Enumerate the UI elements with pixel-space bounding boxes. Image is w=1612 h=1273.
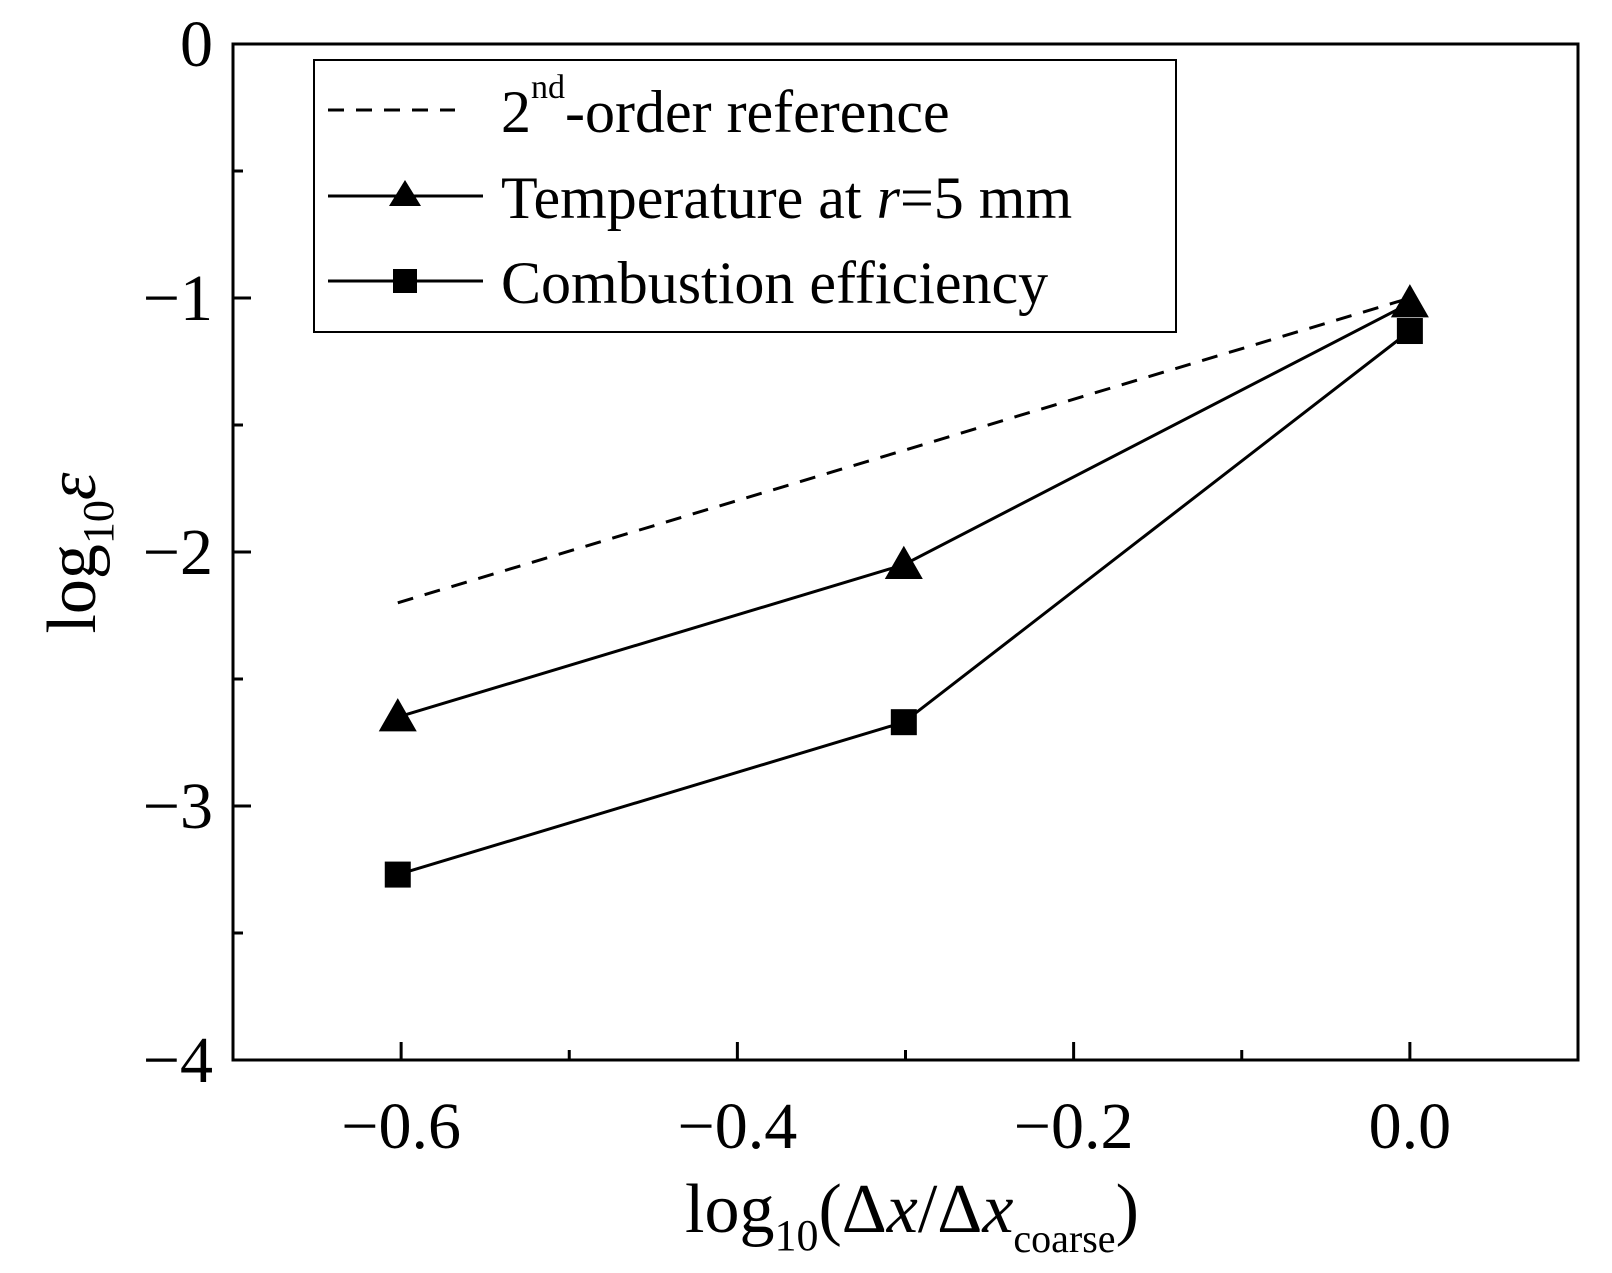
x-tick-label: −0.4 (678, 1090, 798, 1163)
y-tick-label: 0 (180, 8, 213, 81)
x-axis-label-sub: coarse (1013, 1216, 1115, 1261)
legend-label-reference: 2nd-order reference (501, 69, 950, 145)
y-axis-label-group: log10ε (34, 472, 123, 633)
x-axis-label-var2: x (981, 1171, 1013, 1248)
legend-reference-sup: nd (531, 69, 565, 106)
y-axis-label-symbol: ε (34, 472, 111, 500)
y-axis-label: log10ε (34, 472, 123, 633)
legend-reference-rest: -order reference (565, 79, 950, 145)
data-point-triangle (884, 545, 923, 579)
y-axis-label-log: log (34, 544, 111, 633)
legend-marker-square (393, 269, 417, 293)
legend-marker-triangle (389, 180, 421, 206)
x-axis-label: log10(Δx/Δxcoarse) (685, 1171, 1139, 1261)
series-line-2 (397, 329, 1411, 877)
y-axis-label-log-sub: 10 (74, 500, 123, 544)
legend-label-temperature: Temperature at r=5 mm (501, 165, 1072, 231)
x-axis-label-log: log (685, 1171, 774, 1248)
x-axis-label-open: (Δ (818, 1171, 886, 1248)
legend: 2nd-order reference Temperature at r=5 m… (313, 59, 1177, 333)
y-tick-label: −1 (143, 262, 213, 335)
x-tick-label: −0.6 (341, 1090, 461, 1163)
x-axis-label-var1: x (886, 1171, 918, 1248)
y-tick-label: −2 (143, 516, 213, 589)
x-axis-label-close: ) (1116, 1171, 1139, 1248)
ticks (233, 42, 1412, 1062)
legend-temperature-after: =5 mm (900, 165, 1072, 231)
legend-temperature-italic: r (877, 165, 901, 231)
x-axis-label-slash: /Δ (918, 1171, 982, 1248)
series-layer (378, 284, 1429, 888)
x-axis-label-log-sub: 10 (774, 1211, 818, 1260)
legend-label-combustion: Combustion efficiency (501, 250, 1048, 316)
x-tick-label: −0.2 (1014, 1090, 1134, 1163)
data-point-square (384, 861, 411, 888)
data-point-triangle (1390, 284, 1429, 318)
tick-labels: −0.6 −0.4 −0.2 0.0 0 −1 −2 −3 −4 (143, 8, 1451, 1163)
y-tick-label: −3 (143, 770, 213, 843)
x-tick-label: 0.0 (1369, 1090, 1452, 1163)
data-point-triangle (378, 698, 417, 732)
series-line-1 (397, 301, 1411, 719)
series-line-0 (397, 296, 1411, 605)
data-point-square (890, 709, 917, 736)
y-tick-label: −4 (143, 1024, 213, 1097)
legend-temperature-before: Temperature at (501, 165, 877, 231)
legend-reference-base: 2 (501, 79, 531, 145)
data-point-square (1396, 318, 1423, 345)
